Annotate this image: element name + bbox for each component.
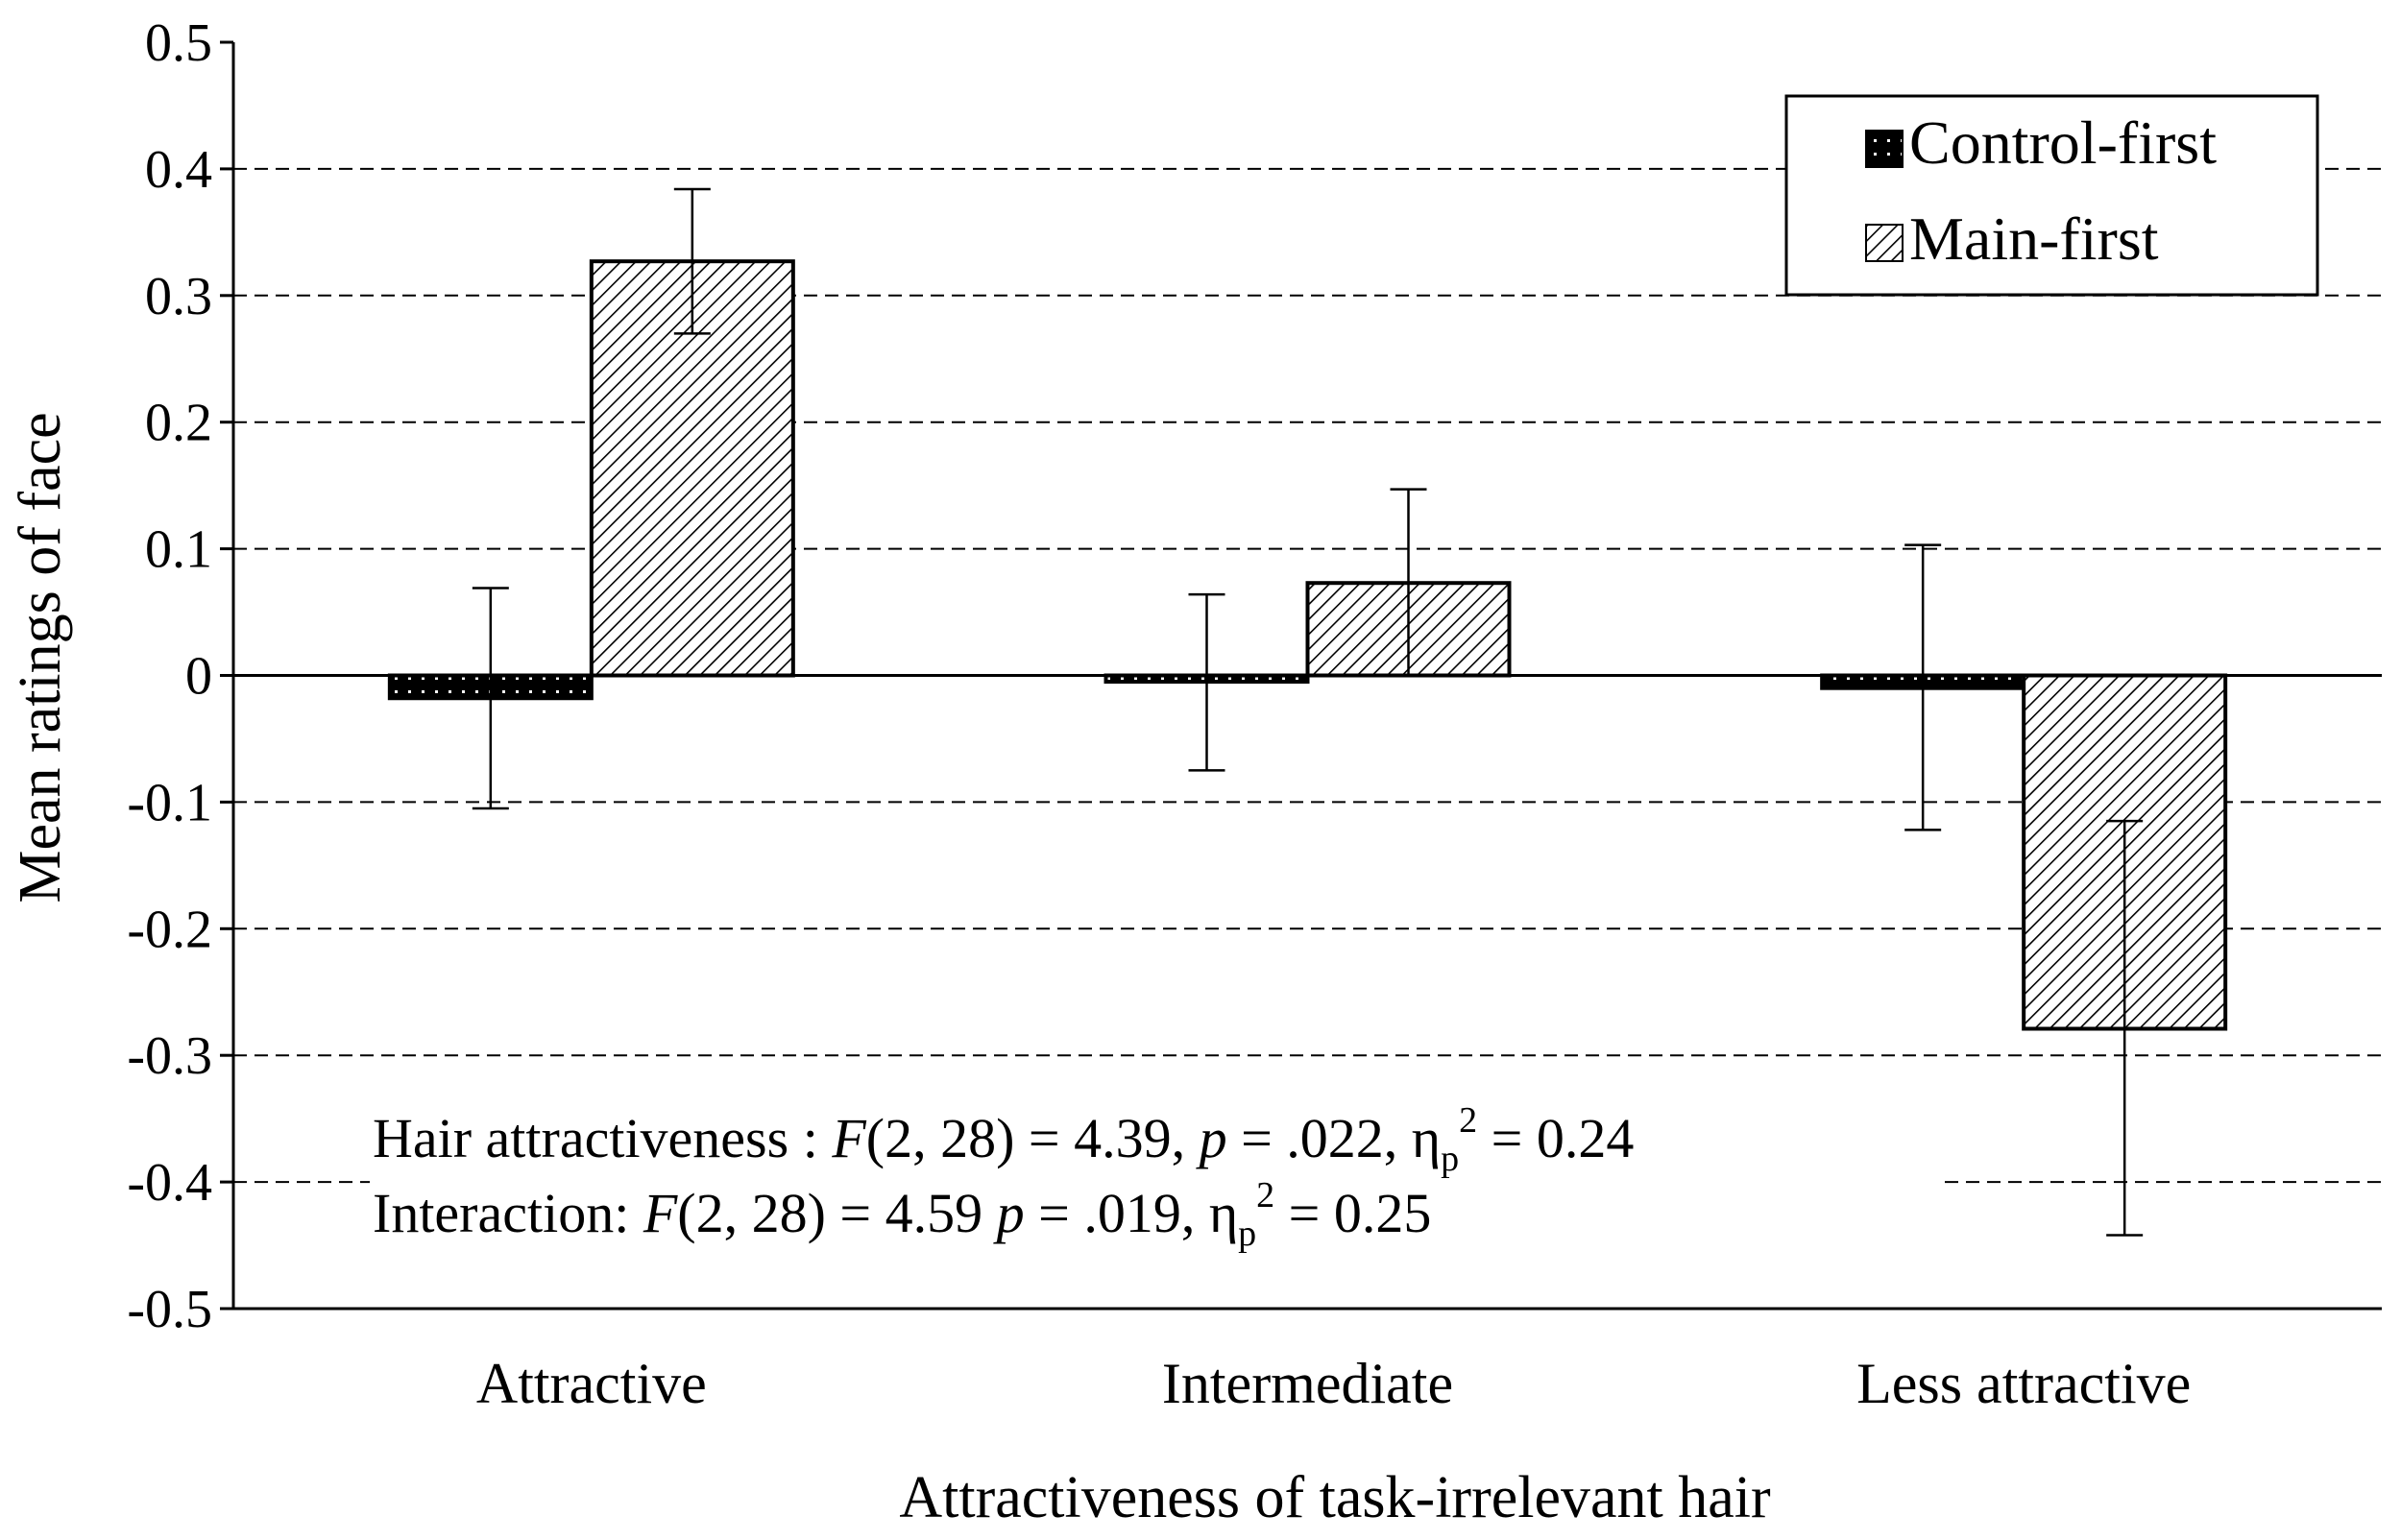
y-tick-label: -0.2 [127,900,212,959]
legend-swatch-control-first [1865,130,1904,168]
legend-label-main-first: Main-first [1909,205,2159,273]
x-axis-title: Attractiveness of task-irrelevant hair [899,1465,1771,1530]
y-tick-label: 0.1 [145,520,212,580]
y-tick-label: -0.1 [127,773,212,832]
y-tick-labels: 0.5 0.4 0.3 0.2 0.1 0 -0.1 -0.2 -0.3 -0.4 -0.5 [127,13,212,1339]
annotation-background [370,1095,1940,1267]
y-tick-label: -0.4 [127,1153,212,1213]
y-tick-label: 0.5 [145,13,212,73]
stats-line-interaction: Interaction: F(2, 28) = 4.59 p = .019, η… [373,1175,1431,1254]
y-tick-label: 0 [185,647,212,707]
error-bars [472,187,2144,1237]
stats-line-hair-attractiveness: Hair attractiveness : F(2, 28) = 4.39, p… [373,1100,1634,1179]
y-axis-title: Mean ratings of face [8,412,73,902]
y-tick-label: 0.3 [145,267,212,326]
axes [220,40,2382,1311]
legend: Control-first Main-first [1784,94,2319,297]
legend-swatch-main-first [1865,224,1904,262]
x-category-label: Less attractive [1856,1352,2191,1415]
y-tick-label: 0.2 [145,394,212,453]
y-tick-label: -0.5 [127,1280,212,1339]
x-category-labels: Attractive Intermediate Less attractive [476,1352,2191,1415]
legend-label-control-first: Control-first [1909,108,2217,177]
y-tick-label: 0.4 [145,140,212,200]
x-category-label: Attractive [476,1352,707,1415]
y-tick-label: -0.3 [127,1026,212,1086]
x-category-label: Intermediate [1162,1352,1453,1415]
bars [387,259,2228,1031]
